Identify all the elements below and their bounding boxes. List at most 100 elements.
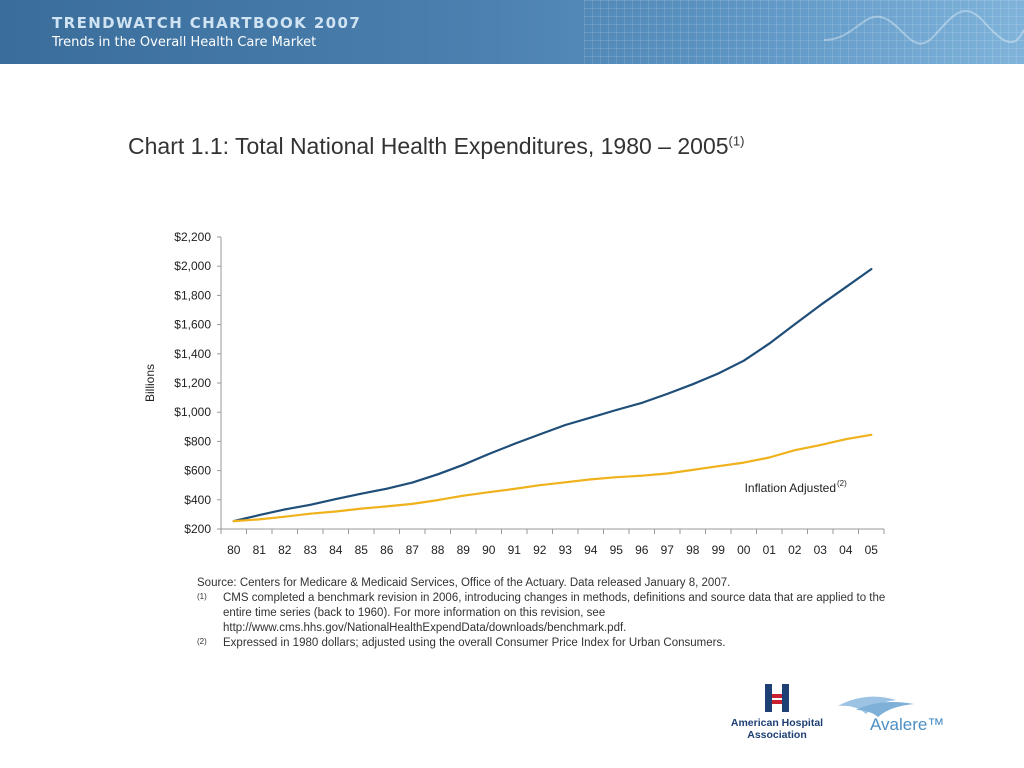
data-point-series-2 <box>666 472 669 475</box>
data-point-series-1 <box>615 409 618 411</box>
data-point-series-1 <box>487 453 490 455</box>
data-point-series-2 <box>691 468 694 471</box>
data-point-series-2 <box>487 491 490 494</box>
banner-grid-pattern <box>584 0 1024 64</box>
data-point-series-1 <box>283 508 286 511</box>
data-point-series-1 <box>640 401 643 404</box>
footnote-2: (2) Expressed in 1980 dollars; adjusted … <box>197 636 897 651</box>
data-point-series-1 <box>462 463 465 466</box>
data-point-series-1 <box>870 268 873 271</box>
data-point-series-1 <box>360 492 363 495</box>
data-point-series-1 <box>589 416 592 419</box>
y-tick-label: $400 <box>184 493 211 507</box>
data-point-series-1 <box>717 372 720 375</box>
footnote-1-mark: (1) <box>197 592 207 601</box>
x-tick-label: 82 <box>278 543 292 557</box>
data-point-series-2 <box>844 438 847 441</box>
aha-logo: American Hospital Association <box>722 682 832 746</box>
data-point-series-2 <box>232 520 235 523</box>
x-tick-label: 93 <box>559 543 573 557</box>
y-tick-label: $1,600 <box>174 318 211 332</box>
data-point-series-2 <box>640 474 643 477</box>
x-tick-label: 80 <box>227 543 241 557</box>
avalere-logo: Avalere™ <box>836 690 946 740</box>
x-tick-label: 96 <box>635 543 649 557</box>
data-point-series-1 <box>513 442 516 445</box>
data-point-series-2 <box>538 484 541 487</box>
data-point-series-1 <box>666 392 669 395</box>
data-point-series-2 <box>793 449 796 452</box>
y-tick-label: $1,200 <box>174 376 211 390</box>
y-tick-label: $800 <box>184 434 211 448</box>
y-tick-label: $1,000 <box>174 405 211 419</box>
y-axis-label: Billions <box>143 364 157 402</box>
data-point-series-1 <box>436 473 439 476</box>
series-line-2 <box>232 433 873 523</box>
data-point-series-2 <box>283 515 286 518</box>
y-tick-label: $200 <box>184 522 211 536</box>
data-point-series-2 <box>742 461 745 464</box>
data-point-series-2 <box>436 499 439 502</box>
x-tick-label: 98 <box>686 543 700 557</box>
x-tick-label: 97 <box>661 543 675 557</box>
footnote-2-mark: (2) <box>197 637 207 646</box>
y-tick-label: $1,800 <box>174 288 211 302</box>
footnote-1-text: CMS completed a benchmark revision in 20… <box>223 592 886 634</box>
x-tick-label: 89 <box>457 543 471 557</box>
chartbook-title: TRENDWATCH CHARTBOOK 2007 <box>52 14 362 32</box>
data-point-series-1 <box>334 498 337 501</box>
x-tick-label: 03 <box>814 543 828 557</box>
data-point-series-2 <box>589 478 592 481</box>
y-tick-label: $2,000 <box>174 259 211 273</box>
data-point-series-1 <box>258 514 261 517</box>
data-point-series-2 <box>564 481 567 484</box>
header-banner: TRENDWATCH CHARTBOOK 2007 Trends in the … <box>0 0 1024 64</box>
data-point-series-2 <box>309 512 312 515</box>
banner-wave-graphic <box>824 9 1024 45</box>
y-tick-label: $2,200 <box>174 230 211 244</box>
x-tick-label: 02 <box>788 543 802 557</box>
x-tick-label: 94 <box>584 543 598 557</box>
line-chart: $200 $400 $600 $800 $1,000 $1,200 $1,400 $1,600… <box>143 230 885 557</box>
x-tick-label: 05 <box>865 543 879 557</box>
data-point-series-2 <box>819 444 822 447</box>
data-point-series-2 <box>258 518 261 521</box>
source-note: Source: Centers for Medicare & Medicaid … <box>197 577 731 589</box>
data-point-series-2 <box>717 465 720 468</box>
data-point-series-2 <box>513 487 516 490</box>
data-point-series-1 <box>793 323 796 326</box>
data-point-series-2 <box>411 502 414 505</box>
data-point-series-2 <box>768 456 771 459</box>
data-point-series-1 <box>385 487 388 490</box>
series-label-inflation-adjusted: Inflation Adjusted <box>745 481 836 495</box>
data-point-series-1 <box>564 424 567 426</box>
x-tick-label: 00 <box>737 543 751 557</box>
y-tick-label: $600 <box>184 464 211 478</box>
x-tick-label: 85 <box>355 543 369 557</box>
chart-notes: Source: Centers for Medicare & Medicaid … <box>197 576 897 651</box>
data-point-series-2 <box>334 510 337 513</box>
x-tick-label: 90 <box>482 543 496 557</box>
data-point-series-1 <box>819 304 822 307</box>
x-tick-label: 92 <box>533 543 547 557</box>
chart-title: Chart 1.1: Total National Health Expendi… <box>128 133 744 160</box>
x-tick-label: 95 <box>610 543 624 557</box>
series-line-1 <box>232 268 873 523</box>
aha-emblem-icon <box>763 682 791 714</box>
data-point-series-2 <box>615 476 618 479</box>
avalere-bird-icon <box>838 696 914 717</box>
x-tick-label: 99 <box>712 543 726 557</box>
chart-title-footnote: (1) <box>728 133 745 149</box>
x-tick-label: 04 <box>839 543 853 557</box>
data-point-series-1 <box>768 342 771 345</box>
x-tick-label: 91 <box>508 543 522 557</box>
aha-name: American Hospital Association <box>730 717 824 741</box>
avalere-name: Avalere™ <box>870 715 945 734</box>
x-tick-label: 83 <box>304 543 318 557</box>
data-point-series-1 <box>411 481 414 484</box>
data-point-series-1 <box>309 503 312 506</box>
series-label-footnote: (2) <box>837 479 847 488</box>
x-tick-label: 81 <box>253 543 267 557</box>
x-tick-label: 86 <box>380 543 394 557</box>
x-tick-label: 01 <box>763 543 777 557</box>
